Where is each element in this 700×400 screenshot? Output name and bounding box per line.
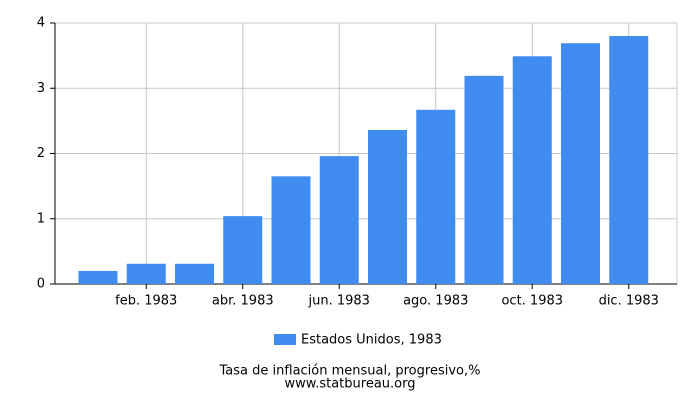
bar [561,43,600,284]
chart-subtitle: Tasa de inflación mensual, progresivo,% [219,364,481,379]
y-tick-label: 3 [37,81,45,96]
y-tick-label: 1 [37,211,45,226]
bar [223,216,263,284]
bar [609,36,649,284]
bar [416,109,456,284]
y-tick-label: 4 [37,16,45,31]
source: www.statbureau.org [285,377,416,392]
legend-label: Estados Unidos, 1983 [301,333,442,348]
y-tick-label: 0 [37,277,45,292]
x-tick-label: ago. 1983 [403,294,468,309]
bar [175,263,214,284]
bar [464,75,504,284]
bar [78,270,118,284]
legend-swatch [274,334,296,345]
bar [512,56,552,285]
x-tick-label: feb. 1983 [115,294,177,309]
bar [126,263,166,284]
x-tick-label: oct. 1983 [501,294,563,309]
x-tick-label: dic. 1983 [599,294,659,309]
x-tick-label: abr. 1983 [212,294,274,309]
bar [368,130,407,284]
bar [319,156,359,284]
bar [271,176,311,284]
y-tick-label: 2 [37,146,45,161]
x-tick-label: jun. 1983 [308,294,370,309]
